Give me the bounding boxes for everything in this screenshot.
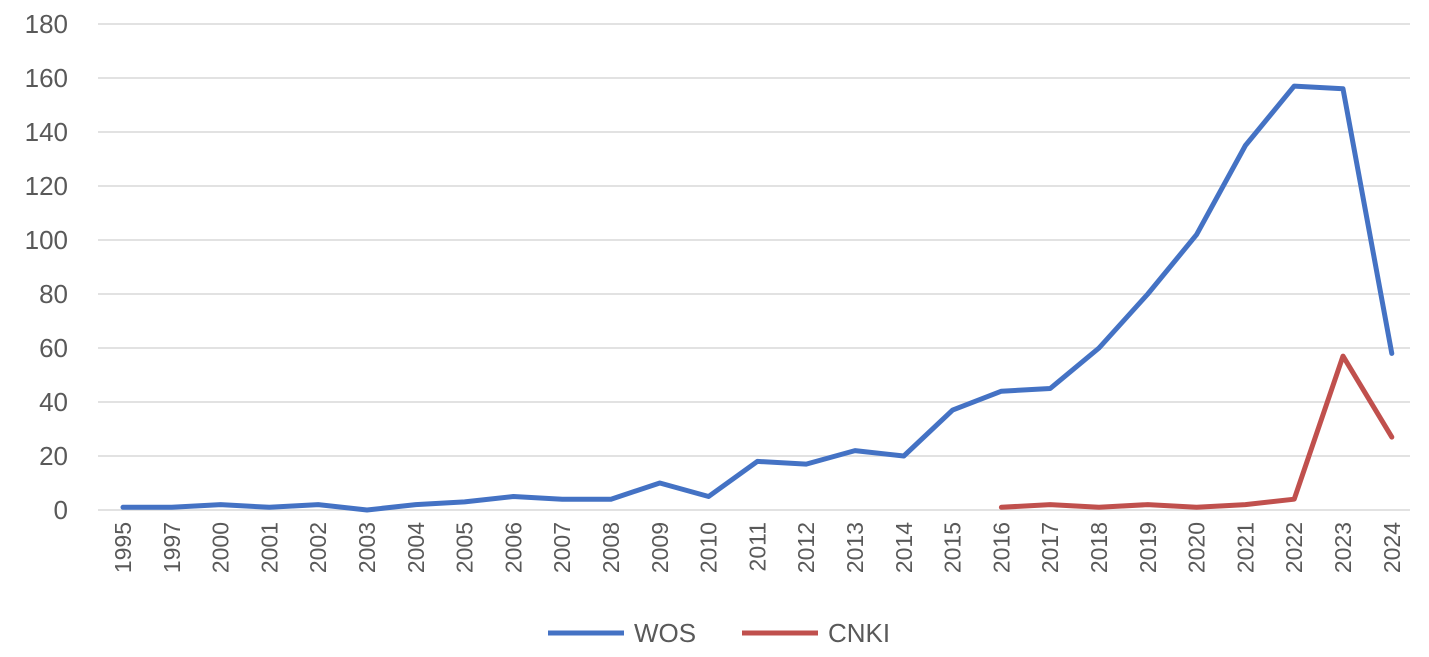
x-tick-label: 2005 — [452, 522, 478, 573]
y-tick-label: 80 — [39, 279, 68, 309]
y-tick-label: 20 — [39, 441, 68, 471]
x-tick-label: 2019 — [1135, 522, 1161, 573]
x-tick-label: 2015 — [940, 522, 966, 573]
x-tick-label: 2012 — [793, 522, 819, 573]
x-tick-label: 2022 — [1281, 522, 1307, 573]
legend-label-wos: WOS — [634, 618, 696, 648]
x-tick-label: 2013 — [842, 522, 868, 573]
x-tick-label: 2000 — [208, 522, 234, 573]
x-tick-label: 2007 — [549, 522, 575, 573]
x-tick-label: 2014 — [891, 522, 917, 573]
series-line-cnki — [998, 353, 1395, 510]
y-tick-label: 100 — [25, 225, 68, 255]
y-tick-label: 140 — [25, 117, 68, 147]
y-axis-tick-labels: 0 20 40 60 80 100 120 140 160 180 — [25, 9, 68, 525]
y-tick-label: 120 — [25, 171, 68, 201]
series-line-wos — [120, 83, 1395, 513]
x-tick-label: 2008 — [598, 522, 624, 573]
x-tick-label: 2006 — [500, 522, 526, 573]
x-tick-label: 2018 — [1086, 522, 1112, 573]
series-lines — [120, 83, 1395, 513]
legend: WOS CNKI — [548, 618, 890, 648]
x-tick-label: 2002 — [305, 522, 331, 573]
x-tick-label: 2011 — [744, 522, 770, 571]
x-tick-label: 1995 — [110, 522, 136, 573]
gridlines — [98, 23, 1410, 511]
y-tick-label: 180 — [25, 9, 68, 39]
y-tick-label: 40 — [39, 387, 68, 417]
legend-label-cnki: CNKI — [828, 618, 890, 648]
y-tick-label: 60 — [39, 333, 68, 363]
x-axis-tick-labels: 1995 1997 2000 2001 2002 2003 2004 2005 2006 2007… — [110, 522, 1405, 573]
x-tick-label: 2024 — [1379, 522, 1405, 573]
x-tick-label: 2001 — [256, 522, 282, 573]
x-tick-label: 2004 — [403, 522, 429, 573]
x-tick-label: 2017 — [1037, 522, 1063, 573]
x-tick-label: 2016 — [988, 522, 1014, 573]
x-tick-label: 2023 — [1330, 522, 1356, 573]
x-tick-label: 2021 — [1232, 522, 1258, 573]
x-tick-label: 1997 — [159, 522, 185, 573]
x-tick-label: 2009 — [647, 522, 673, 573]
x-tick-label: 2003 — [354, 522, 380, 573]
y-tick-label: 0 — [54, 495, 68, 525]
x-tick-label: 2010 — [696, 522, 722, 573]
x-tick-label: 2020 — [1184, 522, 1210, 573]
y-tick-label: 160 — [25, 63, 68, 93]
